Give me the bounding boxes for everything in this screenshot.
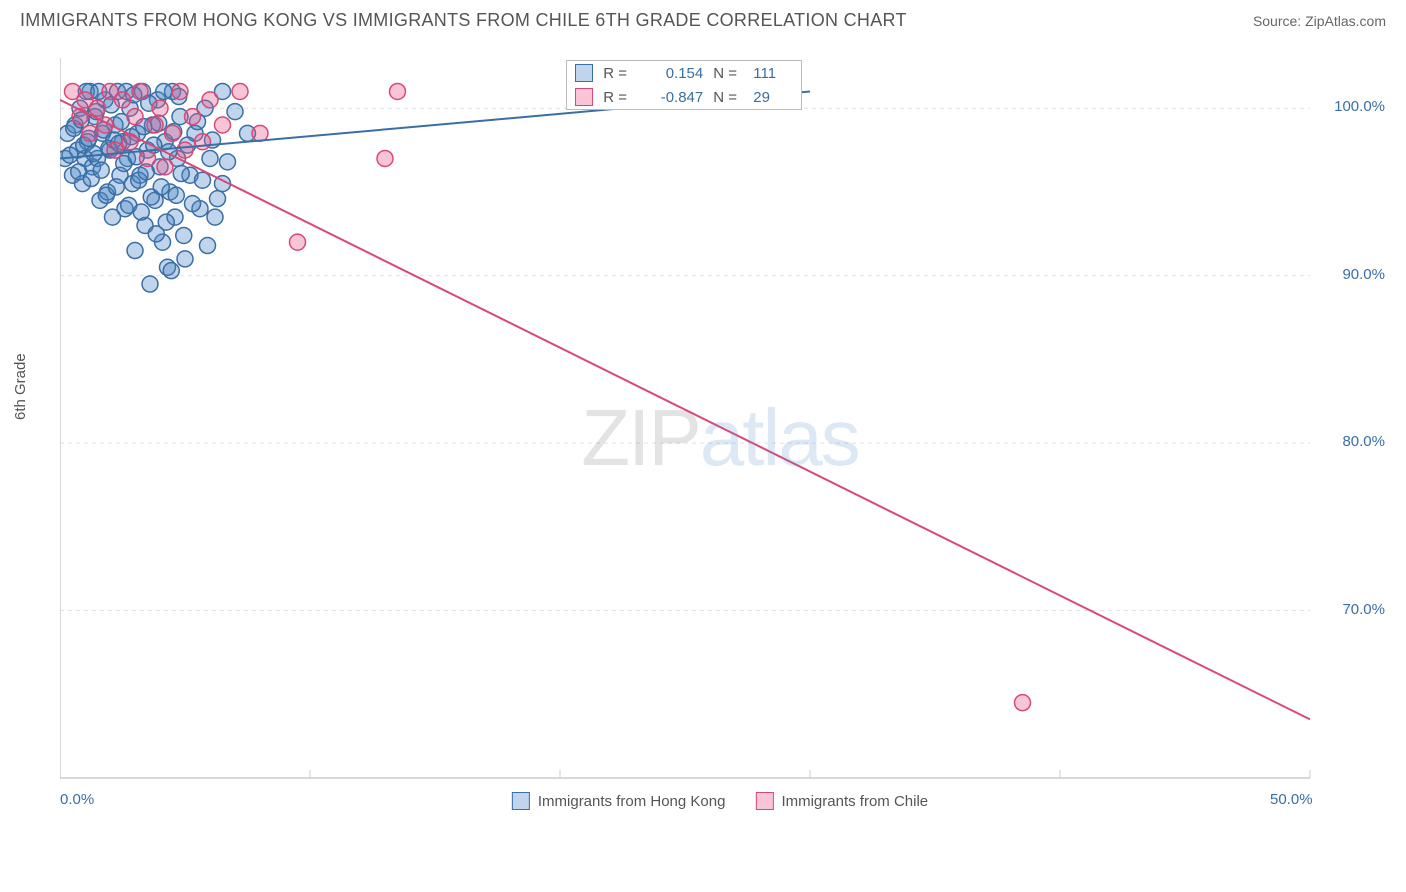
y-tick-label: 90.0% [1342,266,1385,283]
r-value-hongkong: 0.154 [643,65,703,82]
swatch-hongkong [512,792,530,810]
y-tick-label: 80.0% [1342,433,1385,450]
stats-legend-box: R = 0.154 N = 111 R = -0.847 N = 29 [566,60,802,110]
stats-row-chile: R = -0.847 N = 29 [567,85,801,109]
chart-title: IMMIGRANTS FROM HONG KONG VS IMMIGRANTS … [20,10,907,31]
y-tick-label: 70.0% [1342,601,1385,618]
legend-label-chile: Immigrants from Chile [781,793,928,810]
title-row: IMMIGRANTS FROM HONG KONG VS IMMIGRANTS … [0,0,1406,31]
legend-item-chile: Immigrants from Chile [755,792,928,810]
legend-label-hongkong: Immigrants from Hong Kong [538,793,726,810]
source-label: Source: [1253,13,1305,29]
legend-item-hongkong: Immigrants from Hong Kong [512,792,726,810]
r-value-chile: -0.847 [643,89,703,106]
y-axis-label: 6th Grade [12,353,29,420]
x-axis-labels: 0.0% 50.0% Immigrants from Hong Kong Immi… [60,778,1380,818]
n-value-chile: 29 [753,89,793,106]
y-tick-label: 100.0% [1334,98,1385,115]
stats-row-hongkong: R = 0.154 N = 111 [567,61,801,85]
n-label: N = [713,65,743,82]
r-label: R = [603,89,633,106]
scatter-chart [60,58,1380,818]
x-tick-label: 0.0% [60,791,94,808]
r-label: R = [603,65,633,82]
swatch-icon [575,88,593,106]
source-attribution: Source: ZipAtlas.com [1253,13,1386,29]
n-label: N = [713,89,743,106]
legend-bottom: Immigrants from Hong Kong Immigrants fro… [512,792,928,810]
chart-area: ZIPatlas 70.0%80.0%90.0%100.0% 0.0%50.0%… [60,58,1380,818]
swatch-chile [755,792,773,810]
x-tick-label: 50.0% [1270,791,1313,808]
swatch-icon [575,64,593,82]
source-name: ZipAtlas.com [1305,13,1386,29]
n-value-hongkong: 111 [753,65,793,82]
